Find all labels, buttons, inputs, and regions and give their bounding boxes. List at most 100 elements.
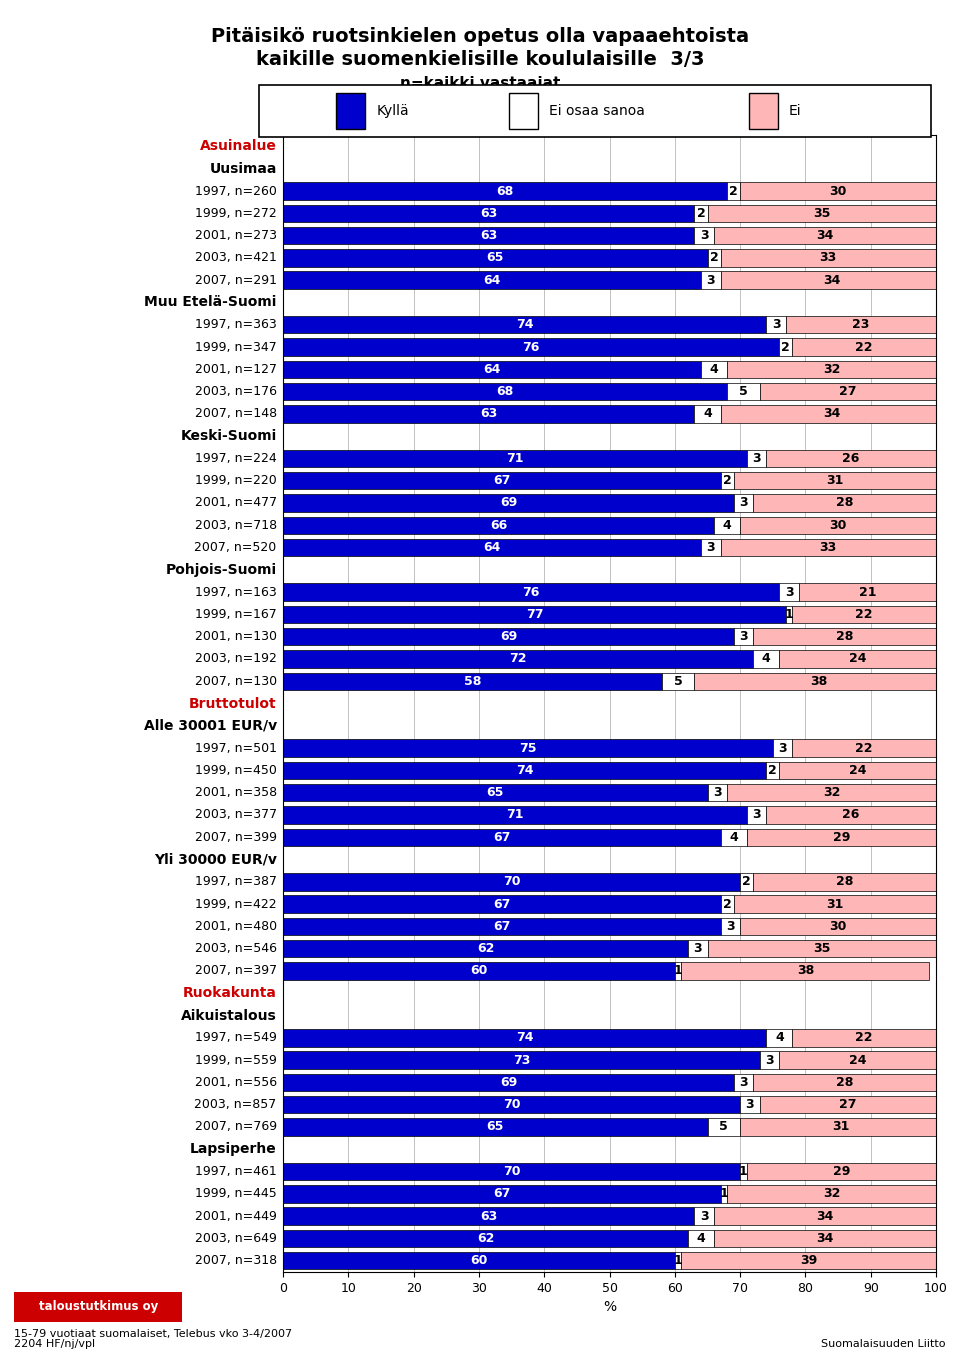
Text: 67: 67	[493, 1188, 511, 1200]
Bar	[708, 783, 727, 801]
Bar	[721, 272, 943, 288]
Bar	[283, 272, 701, 288]
Text: Aikuistalous: Aikuistalous	[180, 1008, 276, 1023]
Text: 1999, n=347: 1999, n=347	[195, 341, 276, 353]
Text: 1999, n=220: 1999, n=220	[195, 474, 276, 487]
Text: 64: 64	[484, 273, 501, 287]
Text: 26: 26	[843, 452, 860, 465]
Bar	[721, 249, 936, 267]
Text: 30: 30	[829, 518, 847, 532]
Text: 76: 76	[522, 341, 540, 353]
Bar	[759, 1051, 780, 1069]
Text: 2007, n=148: 2007, n=148	[195, 407, 276, 421]
Text: 69: 69	[500, 1076, 517, 1089]
Text: 4: 4	[703, 407, 712, 421]
Text: 1997, n=461: 1997, n=461	[195, 1165, 276, 1178]
Bar	[714, 1207, 936, 1224]
Bar	[283, 1051, 759, 1069]
Text: Uusimaa: Uusimaa	[209, 162, 276, 176]
Bar	[733, 1074, 754, 1091]
Bar	[721, 896, 733, 913]
Text: 70: 70	[503, 875, 520, 889]
Text: 3: 3	[700, 229, 708, 242]
Text: 30: 30	[829, 184, 847, 198]
Text: 34: 34	[816, 229, 833, 242]
Bar	[283, 940, 688, 958]
Bar	[727, 361, 936, 377]
Text: 1997, n=163: 1997, n=163	[195, 586, 276, 598]
Bar	[727, 383, 759, 400]
Bar	[701, 361, 727, 377]
Text: 62: 62	[477, 942, 494, 955]
Bar	[727, 183, 740, 200]
Bar	[283, 1119, 708, 1135]
Text: 31: 31	[827, 897, 844, 911]
Bar	[283, 472, 721, 490]
Text: 2204 HF/nj/vpl: 2204 HF/nj/vpl	[14, 1339, 96, 1349]
Bar	[759, 383, 936, 400]
Bar	[786, 317, 936, 333]
Text: 73: 73	[513, 1054, 530, 1066]
Text: 74: 74	[516, 1031, 534, 1045]
Bar	[792, 1030, 936, 1046]
Text: 1: 1	[719, 1188, 729, 1200]
Bar	[780, 1051, 936, 1069]
Text: 22: 22	[855, 607, 873, 621]
Text: n=kaikki vastaajat: n=kaikki vastaajat	[399, 76, 561, 91]
Bar	[733, 494, 754, 511]
Text: 1999, n=445: 1999, n=445	[195, 1188, 276, 1200]
Bar	[766, 317, 786, 333]
Text: 27: 27	[839, 386, 856, 398]
Text: 72: 72	[510, 652, 527, 666]
Text: 34: 34	[816, 1210, 833, 1223]
Text: 32: 32	[823, 1188, 840, 1200]
Bar	[780, 651, 936, 667]
Bar	[747, 806, 766, 824]
Text: 5: 5	[674, 675, 683, 687]
Text: Pohjois-Suomi: Pohjois-Suomi	[165, 563, 276, 576]
Text: 4: 4	[709, 363, 718, 376]
Bar	[283, 317, 766, 333]
Text: 22: 22	[855, 341, 873, 353]
Text: 65: 65	[487, 1120, 504, 1134]
Text: 74: 74	[516, 764, 534, 777]
Text: 64: 64	[484, 363, 501, 376]
Bar	[283, 740, 773, 756]
Bar	[714, 227, 936, 245]
Text: 76: 76	[522, 586, 540, 598]
Bar	[714, 517, 740, 534]
Bar	[283, 806, 747, 824]
Text: 2: 2	[768, 764, 778, 777]
Bar	[766, 762, 780, 779]
Bar	[780, 338, 792, 356]
Text: 21: 21	[858, 586, 876, 598]
Bar	[701, 538, 721, 556]
Text: 2001, n=449: 2001, n=449	[195, 1210, 276, 1223]
Bar	[721, 405, 943, 422]
Text: 1997, n=501: 1997, n=501	[195, 741, 276, 755]
Text: Pitäisikö ruotsinkielen opetus olla vapaaehtoista: Pitäisikö ruotsinkielen opetus olla vapa…	[211, 27, 749, 46]
Text: 2: 2	[723, 474, 732, 487]
Bar	[694, 672, 943, 690]
Bar	[283, 672, 661, 690]
Bar	[740, 1096, 759, 1114]
Text: 2001, n=130: 2001, n=130	[195, 630, 276, 643]
Text: 2003, n=649: 2003, n=649	[195, 1231, 276, 1245]
Text: 35: 35	[813, 207, 830, 219]
Bar	[675, 962, 682, 980]
Bar	[675, 1252, 682, 1269]
Text: 22: 22	[855, 1031, 873, 1045]
Text: Yli 30000 EUR/v: Yli 30000 EUR/v	[154, 852, 276, 866]
Bar	[283, 383, 727, 400]
Text: 3: 3	[707, 541, 715, 555]
Text: 2001, n=358: 2001, n=358	[195, 786, 276, 800]
Text: 75: 75	[519, 741, 537, 755]
Bar	[733, 628, 754, 645]
Bar	[759, 1096, 936, 1114]
Text: 70: 70	[503, 1099, 520, 1111]
Text: 1: 1	[674, 965, 683, 977]
Bar	[682, 962, 929, 980]
Text: 63: 63	[480, 207, 497, 219]
Text: 2: 2	[742, 875, 751, 889]
Bar	[283, 651, 754, 667]
